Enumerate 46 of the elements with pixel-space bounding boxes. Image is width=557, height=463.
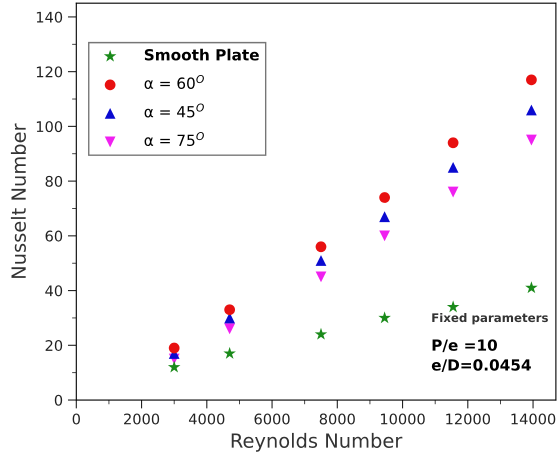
- point: [168, 342, 180, 354]
- point: [525, 281, 538, 294]
- point: [448, 137, 458, 148]
- point: [526, 134, 537, 146]
- point: [379, 192, 390, 203]
- y-tick-label: 100: [36, 121, 62, 132]
- annotation: P/e =10: [432, 339, 497, 352]
- point: [316, 272, 326, 282]
- x-tick-label: 4000: [188, 413, 224, 425]
- x-tick-label: 8000: [320, 413, 355, 425]
- point: [168, 360, 180, 373]
- point: [378, 311, 391, 324]
- y-tick-label: 20: [46, 340, 62, 352]
- x-axis-title: Reynolds Number: [232, 432, 402, 452]
- legend-label: α = 60$^{O}$: [144, 74, 204, 89]
- legend-label: Smooth Plate: [144, 48, 259, 61]
- annotation: e/D=0.0454: [432, 359, 531, 372]
- point: [448, 186, 458, 198]
- x-tick-label: 10000: [380, 413, 425, 425]
- point: [224, 324, 236, 334]
- point: [379, 230, 390, 242]
- y-tick-label: 0: [54, 394, 62, 406]
- point: [446, 300, 460, 312]
- point: [379, 211, 390, 222]
- y-tick-label: 120: [36, 66, 62, 78]
- x-tick-label: 14000: [511, 413, 556, 425]
- y-tick-label: 140: [36, 12, 62, 23]
- point: [526, 74, 537, 86]
- x-tick-label: 12000: [446, 413, 490, 425]
- point: [316, 241, 326, 252]
- legend-label: α = 45$^{O}$: [144, 104, 204, 118]
- y-axis-title: Nusselt Number: [10, 123, 26, 278]
- x-tick-label: 0: [72, 413, 80, 425]
- point: [314, 328, 328, 340]
- x-tick-label: 6000: [254, 413, 290, 425]
- point: [224, 304, 236, 316]
- annotation: Fixed parameters: [432, 312, 548, 324]
- point: [526, 104, 537, 116]
- legend-label: α = 75$^{O}$: [144, 132, 204, 146]
- point: [223, 346, 236, 359]
- y-tick-label: 80: [46, 176, 62, 187]
- point: [316, 255, 326, 266]
- point: [448, 162, 458, 173]
- x-tick-label: 2000: [124, 413, 160, 425]
- y-tick-label: 40: [45, 285, 62, 296]
- y-tick-label: 60: [46, 230, 62, 242]
